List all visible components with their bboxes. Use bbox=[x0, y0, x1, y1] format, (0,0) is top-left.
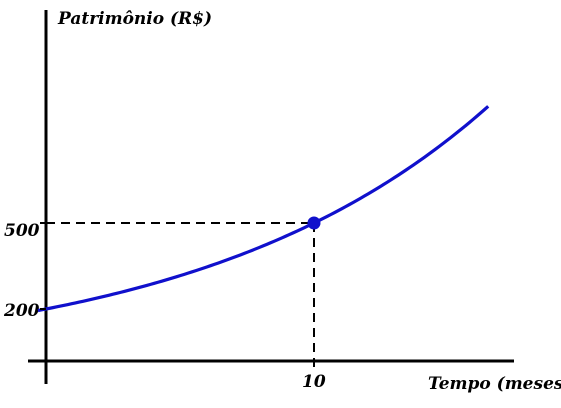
x-axis-title: Tempo (meses) bbox=[428, 374, 561, 394]
y-tick-label-200: 200 bbox=[3, 301, 40, 321]
y-tick-label-500: 500 bbox=[4, 221, 40, 241]
highlight-point bbox=[307, 216, 321, 230]
y-axis-title: Patrimônio (R$) bbox=[57, 9, 212, 29]
x-tick-label-10: 10 bbox=[302, 372, 326, 392]
series-line bbox=[37, 105, 490, 313]
